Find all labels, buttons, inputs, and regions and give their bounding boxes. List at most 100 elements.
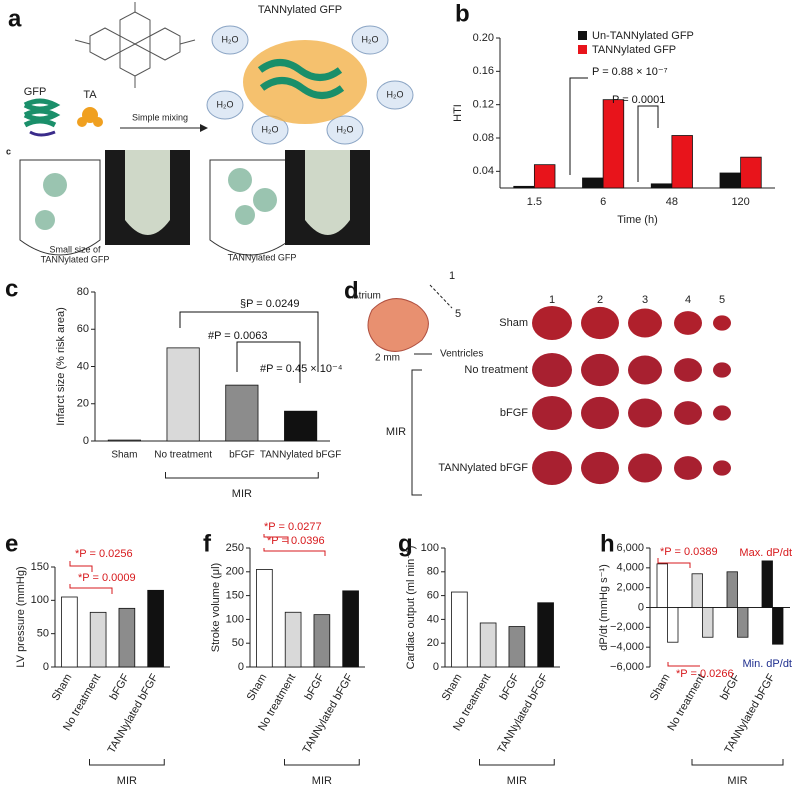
bar: [650, 183, 673, 189]
heart-slice: [581, 353, 619, 387]
annotation: *P = 0.0009: [78, 572, 136, 584]
heart-slice: [532, 306, 572, 340]
x-tick-label: No treatment: [154, 450, 212, 461]
legend-label: TANNylated GFP: [592, 44, 676, 56]
column-label: 4: [685, 294, 691, 306]
bar: [508, 626, 526, 668]
y-tick-label: 20: [427, 637, 439, 649]
annotation: P = 0.88 × 10⁻⁷: [592, 66, 668, 78]
x-tick-label: Sham: [648, 672, 673, 703]
bar: [284, 611, 302, 668]
heart-slice: [713, 362, 731, 378]
p-bracket: [637, 105, 659, 182]
bar: [761, 560, 773, 608]
y-tick-label: 100: [421, 542, 439, 554]
heart-slice: [713, 460, 731, 476]
x-tick-label: Sham: [440, 672, 465, 703]
group-label: MIR: [232, 488, 252, 500]
bar: [740, 156, 762, 189]
panel-letter: a: [8, 5, 22, 32]
bar: [118, 607, 136, 668]
bar: [342, 590, 359, 668]
heart-slice: [581, 396, 619, 430]
series-label: Max. dP/dt: [739, 547, 792, 559]
label: Ventricles: [440, 349, 483, 360]
water-label: H₂O: [362, 34, 379, 44]
annotation: *P = 0.0266: [676, 668, 734, 680]
y-tick-label: 60: [77, 323, 89, 335]
water-label: H₂O: [262, 124, 279, 134]
y-tick-label: 0: [238, 661, 244, 673]
x-tick-label: 1.5: [527, 196, 542, 208]
bar: [533, 164, 556, 189]
x-tick-label: TANNylated bFGF: [260, 450, 342, 461]
title: TANNylated GFP: [258, 4, 342, 16]
bar: [89, 611, 107, 668]
y-tick-label: 60: [427, 590, 439, 602]
p-bracket: [179, 311, 319, 372]
y-tick-label: 0.16: [473, 65, 494, 77]
bar: [513, 185, 535, 189]
y-tick-label: 50: [37, 628, 49, 640]
y-tick-label: 200: [226, 566, 244, 578]
p-bracket: [569, 77, 588, 175]
y-axis-label: Stroke volume (μl): [210, 563, 222, 652]
y-axis-label: Infarct size (% risk area): [55, 307, 67, 426]
x-tick-label: 48: [666, 196, 678, 208]
annotation: *P = 0.0389: [660, 546, 718, 558]
bar: [737, 607, 749, 638]
bar: [107, 439, 141, 442]
bar: [451, 591, 468, 668]
row-label: TANNylated bFGF: [438, 462, 528, 474]
column-label: 1: [549, 294, 555, 306]
panel-letter: g: [398, 530, 413, 557]
bar: [667, 607, 679, 643]
bar: [656, 563, 668, 608]
panel-letter: d: [344, 277, 359, 304]
group-label: MIR: [727, 775, 747, 787]
x-tick-label: Sham: [245, 672, 270, 703]
p-bracket: [263, 534, 289, 544]
y-tick-label: 150: [226, 590, 244, 602]
x-tick-label: Sham: [111, 450, 137, 461]
annotation: *P = 0.0277: [264, 521, 322, 533]
water-label: H₂O: [222, 34, 239, 44]
label: Atrium: [352, 291, 381, 302]
panel-letter: c: [5, 275, 18, 302]
annotation: *P = 0.0256: [75, 548, 133, 560]
x-tick-label: 6: [600, 196, 606, 208]
y-tick-label: 0.12: [473, 99, 494, 111]
bar: [147, 589, 164, 668]
bar: [772, 607, 784, 645]
column-label: 5: [719, 294, 725, 306]
p-bracket: [236, 341, 301, 383]
y-tick-label: 0: [433, 661, 439, 673]
y-tick-label: 6,000: [616, 542, 644, 554]
y-tick-label: 250: [226, 542, 244, 554]
y-tick-label: 50: [232, 637, 244, 649]
column-label: 2: [597, 294, 603, 306]
panel-letter: c: [6, 146, 11, 156]
y-axis-label: HTI: [452, 104, 464, 122]
y-tick-label: 0.20: [473, 32, 494, 44]
panel-letter: f: [203, 530, 212, 557]
y-tick-label: 0: [638, 601, 644, 613]
bar: [225, 384, 259, 442]
heart-slice: [674, 311, 702, 335]
bar: [313, 614, 331, 668]
bar: [719, 172, 742, 189]
group-label: MIR: [386, 426, 406, 438]
bar: [284, 410, 318, 442]
y-tick-label: 4,000: [616, 562, 644, 574]
heart-slice: [674, 401, 702, 425]
y-tick-label: 0.08: [473, 132, 494, 144]
x-axis-label: Time (h): [617, 214, 658, 226]
legend-label: Un-TANNylated GFP: [592, 30, 694, 42]
heart-slice: [532, 451, 572, 485]
group-label: MIR: [312, 775, 332, 787]
label: Simple mixing: [132, 112, 188, 122]
legend-swatch: [578, 45, 587, 54]
heart: [367, 298, 429, 352]
heart-slice: [713, 315, 731, 331]
heart-slice: [674, 358, 702, 382]
